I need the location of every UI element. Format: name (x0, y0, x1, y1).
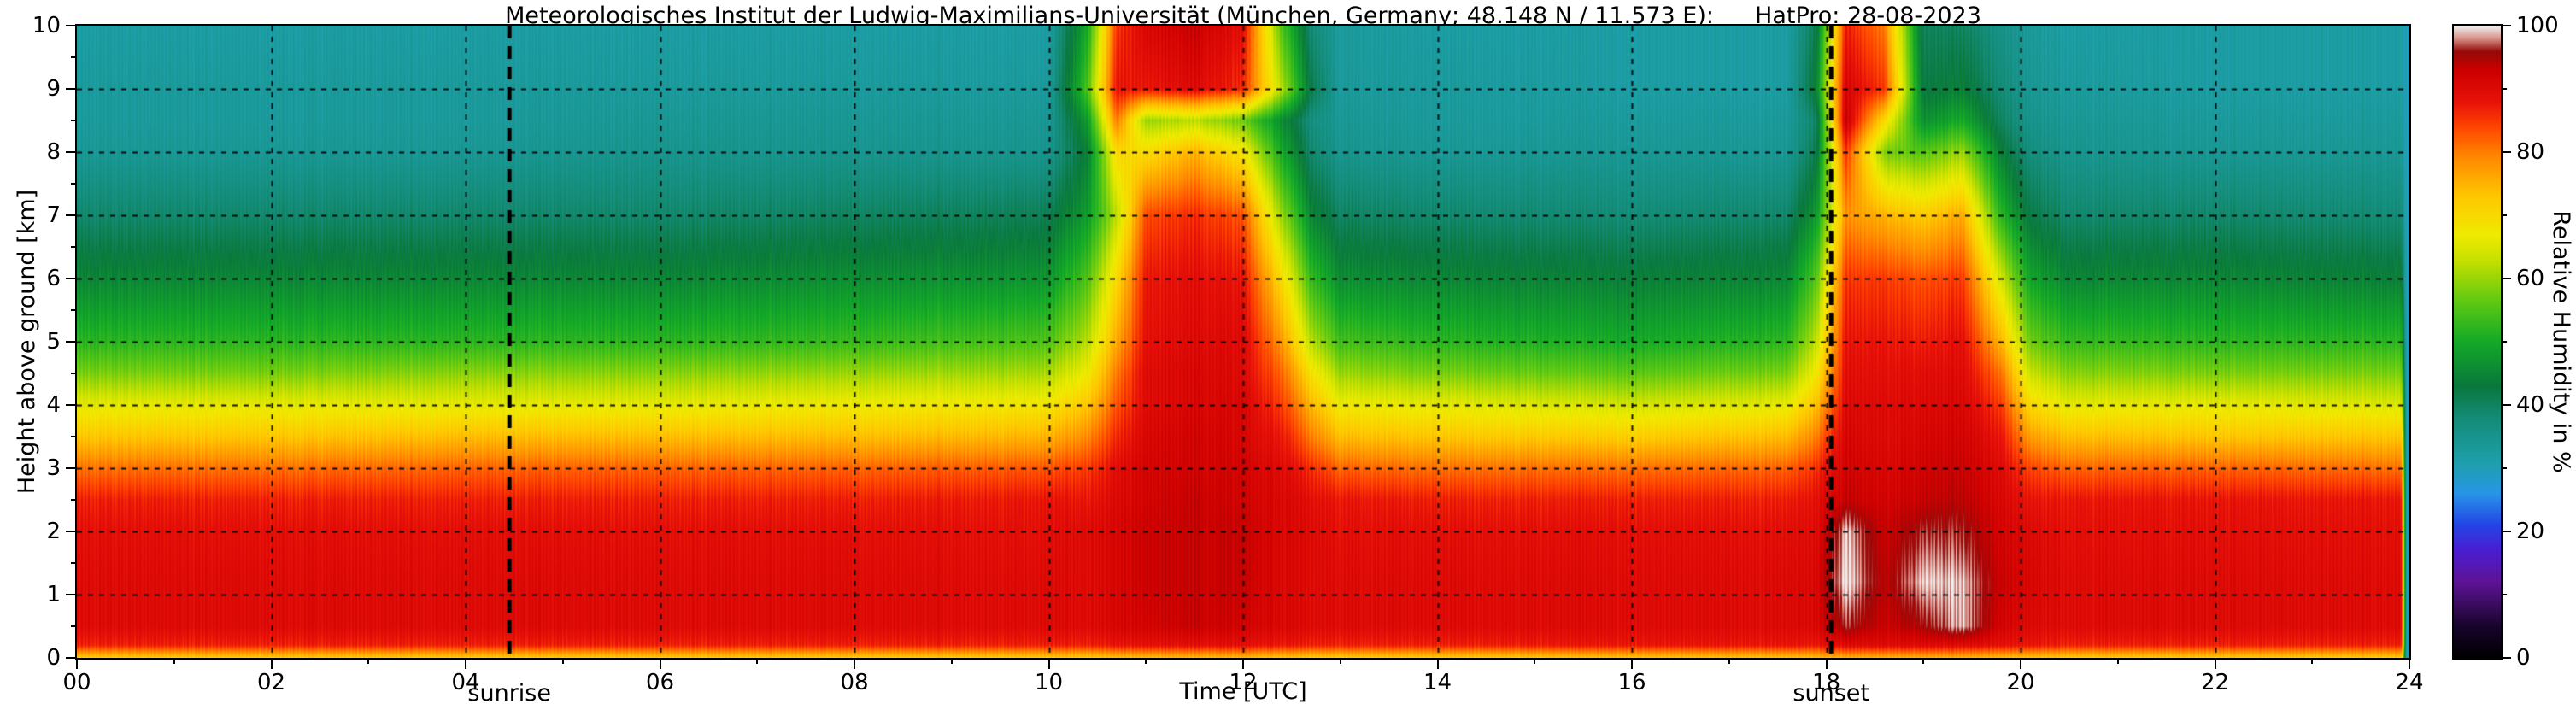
colorbar-label: Relative Humidity in % (2548, 210, 2574, 473)
plot-area (75, 24, 2411, 660)
y-tick-label: 6 (46, 266, 61, 291)
y-major-tick (66, 594, 77, 595)
y-axis-label: Height above ground [km] (14, 189, 40, 495)
y-tick-label: 2 (46, 519, 61, 544)
colorbar-tick (2501, 531, 2511, 532)
colorbar-tick-label: 100 (2516, 13, 2559, 38)
y-minor-tick (71, 246, 77, 248)
x-tick-label: 08 (840, 670, 869, 695)
x-minor-tick (756, 658, 759, 664)
colorbar-minor-tick (2501, 214, 2507, 216)
colorbar-tick (2501, 151, 2511, 153)
colorbar-tick-label: 40 (2516, 392, 2545, 418)
y-major-tick (66, 467, 77, 469)
x-major-tick (1825, 658, 1828, 669)
x-minor-tick (173, 658, 175, 664)
x-minor-tick (367, 658, 370, 664)
x-major-tick (2214, 658, 2216, 669)
colorbar-tick-label: 80 (2516, 139, 2545, 165)
x-major-tick (1047, 658, 1050, 669)
x-tick-label: 06 (645, 670, 675, 695)
colorbar-tick-label: 60 (2516, 266, 2545, 291)
colorbar-tick-label: 20 (2516, 519, 2545, 544)
x-tick-label: 10 (1034, 670, 1064, 695)
colorbar-tick (2501, 278, 2511, 279)
y-major-tick (66, 657, 77, 659)
colorbar (2452, 24, 2503, 660)
y-tick-label: 9 (46, 76, 61, 102)
y-major-tick (66, 151, 77, 153)
x-tick-label: 04 (451, 670, 480, 695)
y-tick-label: 1 (46, 582, 61, 607)
y-major-tick (66, 214, 77, 216)
y-major-tick (66, 531, 77, 532)
colorbar-minor-tick (2501, 594, 2507, 595)
x-tick-label: 24 (2395, 670, 2424, 695)
x-tick-label: 02 (256, 670, 286, 695)
x-tick-label: 18 (1811, 670, 1841, 695)
x-minor-tick (2116, 658, 2119, 664)
y-major-tick (66, 25, 77, 26)
y-minor-tick (71, 183, 77, 185)
y-minor-tick (71, 436, 77, 437)
x-major-tick (1436, 658, 1439, 669)
x-tick-label: 22 (2200, 670, 2230, 695)
y-major-tick (66, 404, 77, 406)
x-tick-label: 12 (1229, 670, 1258, 695)
y-tick-label: 3 (46, 455, 61, 481)
colorbar-minor-tick (2501, 88, 2507, 90)
x-minor-tick (1145, 658, 1147, 664)
y-tick-label: 4 (46, 392, 61, 418)
x-major-tick (2409, 658, 2410, 669)
y-major-tick (66, 278, 77, 279)
y-minor-tick (71, 562, 77, 564)
x-minor-tick (561, 658, 564, 664)
y-tick-label: 10 (32, 13, 61, 38)
colorbar-tick (2501, 404, 2511, 406)
colorbar-tick (2501, 657, 2511, 659)
sunset-annotation: sunset (1793, 680, 1869, 704)
x-minor-tick (1339, 658, 1341, 664)
x-major-tick (854, 658, 855, 669)
x-tick-label: 16 (1617, 670, 1646, 695)
y-minor-tick (71, 373, 77, 374)
colorbar-tick-label: 0 (2516, 645, 2531, 671)
x-tick-label: 14 (1423, 670, 1452, 695)
x-major-tick (1242, 658, 1244, 669)
y-minor-tick (71, 625, 77, 627)
x-tick-label: 20 (2006, 670, 2035, 695)
x-major-tick (659, 658, 661, 669)
y-tick-label: 8 (46, 139, 61, 165)
y-minor-tick (71, 56, 77, 58)
x-tick-label: 00 (62, 670, 91, 695)
y-minor-tick (71, 120, 77, 121)
x-minor-tick (950, 658, 953, 664)
colorbar-minor-tick (2501, 341, 2507, 343)
x-major-tick (76, 658, 78, 669)
colorbar-tick (2501, 25, 2511, 26)
y-tick-label: 0 (46, 645, 61, 671)
humidity-heatmap (77, 26, 2409, 658)
x-axis-label: Time [UTC] (1179, 678, 1307, 704)
x-minor-tick (1534, 658, 1536, 664)
x-major-tick (270, 658, 273, 669)
x-minor-tick (1922, 658, 1925, 664)
sunrise-annotation: sunrise (467, 680, 551, 704)
x-major-tick (2020, 658, 2021, 669)
y-major-tick (66, 88, 77, 90)
y-minor-tick (71, 309, 77, 311)
y-tick-label: 7 (46, 202, 61, 228)
colorbar-gradient (2454, 26, 2501, 658)
x-minor-tick (1728, 658, 1730, 664)
y-major-tick (66, 341, 77, 343)
x-major-tick (465, 658, 466, 669)
x-major-tick (1631, 658, 1633, 669)
y-minor-tick (71, 499, 77, 501)
colorbar-minor-tick (2501, 467, 2507, 469)
y-tick-label: 5 (46, 329, 61, 355)
x-minor-tick (2311, 658, 2314, 664)
